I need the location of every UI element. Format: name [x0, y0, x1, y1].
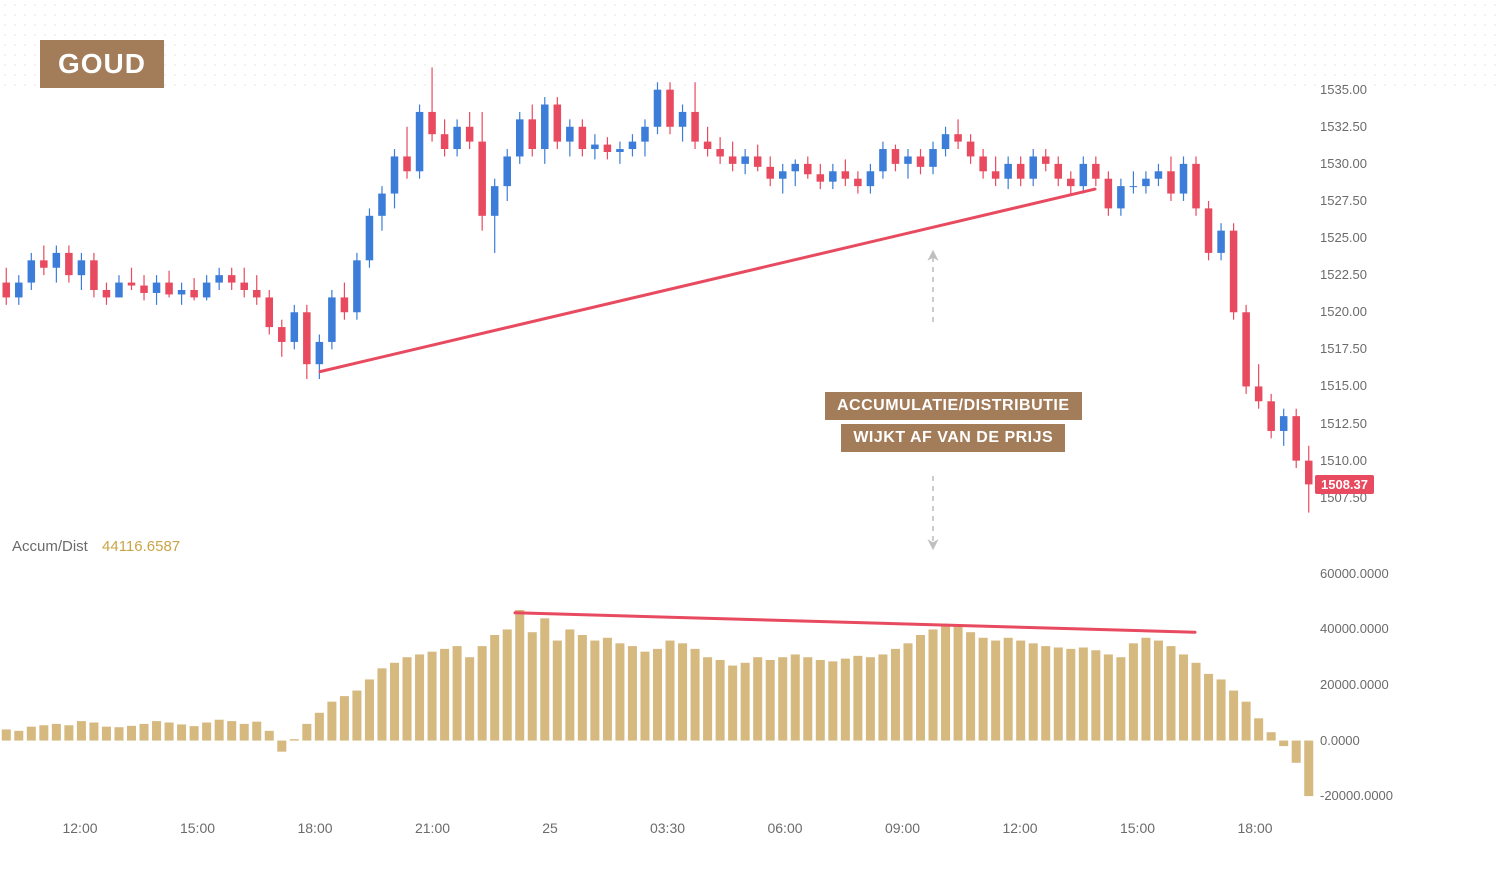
- indicator-label: Accum/Dist: [12, 538, 88, 555]
- indicator-chart[interactable]: [0, 560, 1315, 810]
- price-y-axis: 1507.501510.001512.501515.001517.501520.…: [1320, 60, 1400, 520]
- indicator-value: 44116.6587: [102, 538, 180, 555]
- indicator-y-axis: -20000.00000.000020000.000040000.0000600…: [1320, 525, 1440, 815]
- indicator-header: Accum/Dist 44116.6587: [12, 538, 180, 555]
- annotation-line-1: ACCUMULATIE/DISTRIBUTIE: [825, 392, 1082, 420]
- price-chart[interactable]: [0, 60, 1315, 520]
- current-price-badge: 1508.37: [1315, 475, 1374, 494]
- price-chart-svg: [0, 60, 1315, 520]
- chart-title-badge: GOUD: [40, 40, 164, 88]
- time-x-axis: 12:0015:0018:0021:002503:3006:0009:0012:…: [0, 820, 1315, 850]
- annotation-line-2: WIJKT AF VAN DE PRIJS: [841, 424, 1065, 452]
- indicator-chart-svg: [0, 560, 1315, 810]
- divergence-annotation: ACCUMULATIE/DISTRIBUTIE WIJKT AF VAN DE …: [825, 390, 1082, 454]
